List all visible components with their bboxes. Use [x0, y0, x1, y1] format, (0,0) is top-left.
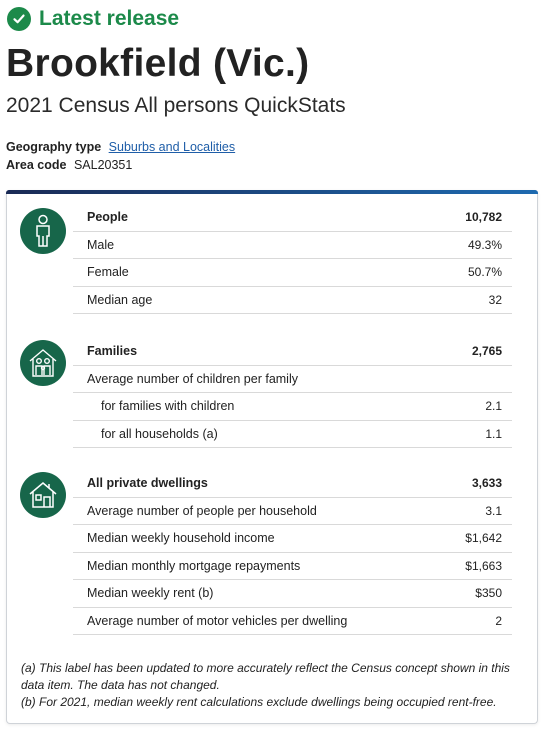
row-label: Median monthly mortgage repayments	[87, 558, 301, 573]
row-label: for families with children	[101, 399, 235, 414]
families-header-value: 2,765	[471, 344, 502, 359]
table-row: Male 49.3%	[73, 232, 512, 259]
row-label: Male	[87, 237, 115, 252]
row-value: 49.3%	[467, 237, 502, 252]
people-header-row: People 10,782	[73, 204, 512, 232]
geography-type: Geography type Suburbs and Localities	[6, 140, 235, 154]
table-row: for all households (a) 1.1	[73, 421, 512, 448]
page-title: Brookfield (Vic.)	[6, 42, 310, 85]
row-label: Average number of children per family	[87, 371, 298, 386]
row-value: 3.1	[485, 503, 502, 518]
table-row: Median weekly rent (b) $350	[73, 580, 512, 608]
row-value: $350	[475, 586, 502, 601]
check-circle-icon	[7, 7, 31, 31]
families-rows: Families 2,765 Average number of childre…	[73, 338, 512, 448]
footnote-a: (a) This label has been updated to more …	[21, 661, 510, 692]
row-value: $1,642	[465, 531, 502, 546]
geography-type-link[interactable]: Suburbs and Localities	[108, 140, 236, 154]
row-value: 50.7%	[467, 265, 502, 280]
page-subtitle: 2021 Census All persons QuickStats	[6, 94, 346, 117]
table-row: Average number of people per household 3…	[73, 498, 512, 525]
row-value: 1.1	[485, 426, 502, 441]
table-row: Average number of motor vehicles per dwe…	[73, 608, 512, 635]
dwellings-header-label: All private dwellings	[87, 476, 208, 491]
row-value: 32	[488, 292, 502, 307]
table-row: Median weekly household income $1,642	[73, 525, 512, 553]
row-label: for all households (a)	[101, 426, 218, 441]
footnote-b: (b) For 2021, median weekly rent calcula…	[21, 695, 497, 709]
area-code-value: SAL20351	[73, 158, 133, 172]
dwellings-rows: All private dwellings 3,633 Average numb…	[73, 470, 512, 635]
footnotes: (a) This label has been updated to more …	[21, 660, 526, 711]
row-label: Female	[87, 265, 129, 280]
row-label: Average number of motor vehicles per dwe…	[87, 613, 348, 628]
table-row: Median monthly mortgage repayments $1,66…	[73, 553, 512, 580]
row-label: Median weekly household income	[87, 531, 275, 546]
table-row: Average number of children per family	[73, 366, 512, 393]
table-row: Median age 32	[73, 287, 512, 314]
row-label: Median age	[87, 292, 153, 307]
dwellings-header-row: All private dwellings 3,633	[73, 470, 512, 498]
geography-type-label: Geography type	[6, 140, 102, 154]
table-row: Female 50.7%	[73, 259, 512, 287]
dwellings-header-value: 3,633	[471, 476, 502, 491]
row-value: 2	[495, 613, 502, 628]
row-value: 2.1	[485, 399, 502, 414]
table-row: for families with children 2.1	[73, 393, 512, 421]
row-value: $1,663	[465, 558, 502, 573]
family-house-icon	[20, 340, 66, 386]
row-label: Median weekly rent (b)	[87, 586, 214, 601]
latest-release-badge: Latest release	[7, 6, 179, 32]
area-code: Area code SAL20351	[6, 158, 132, 172]
area-code-label: Area code	[6, 158, 67, 172]
families-header-row: Families 2,765	[73, 338, 512, 366]
house-icon	[20, 472, 66, 518]
quickstats-card: People 10,782 Male 49.3% Female 50.7% Me…	[6, 190, 538, 724]
people-header-label: People	[87, 210, 128, 225]
people-rows: People 10,782 Male 49.3% Female 50.7% Me…	[73, 204, 512, 314]
people-header-value: 10,782	[465, 210, 502, 225]
latest-release-label: Latest release	[39, 7, 180, 30]
families-header-label: Families	[87, 344, 138, 359]
row-label: Average number of people per household	[87, 503, 317, 518]
person-icon	[20, 208, 66, 254]
